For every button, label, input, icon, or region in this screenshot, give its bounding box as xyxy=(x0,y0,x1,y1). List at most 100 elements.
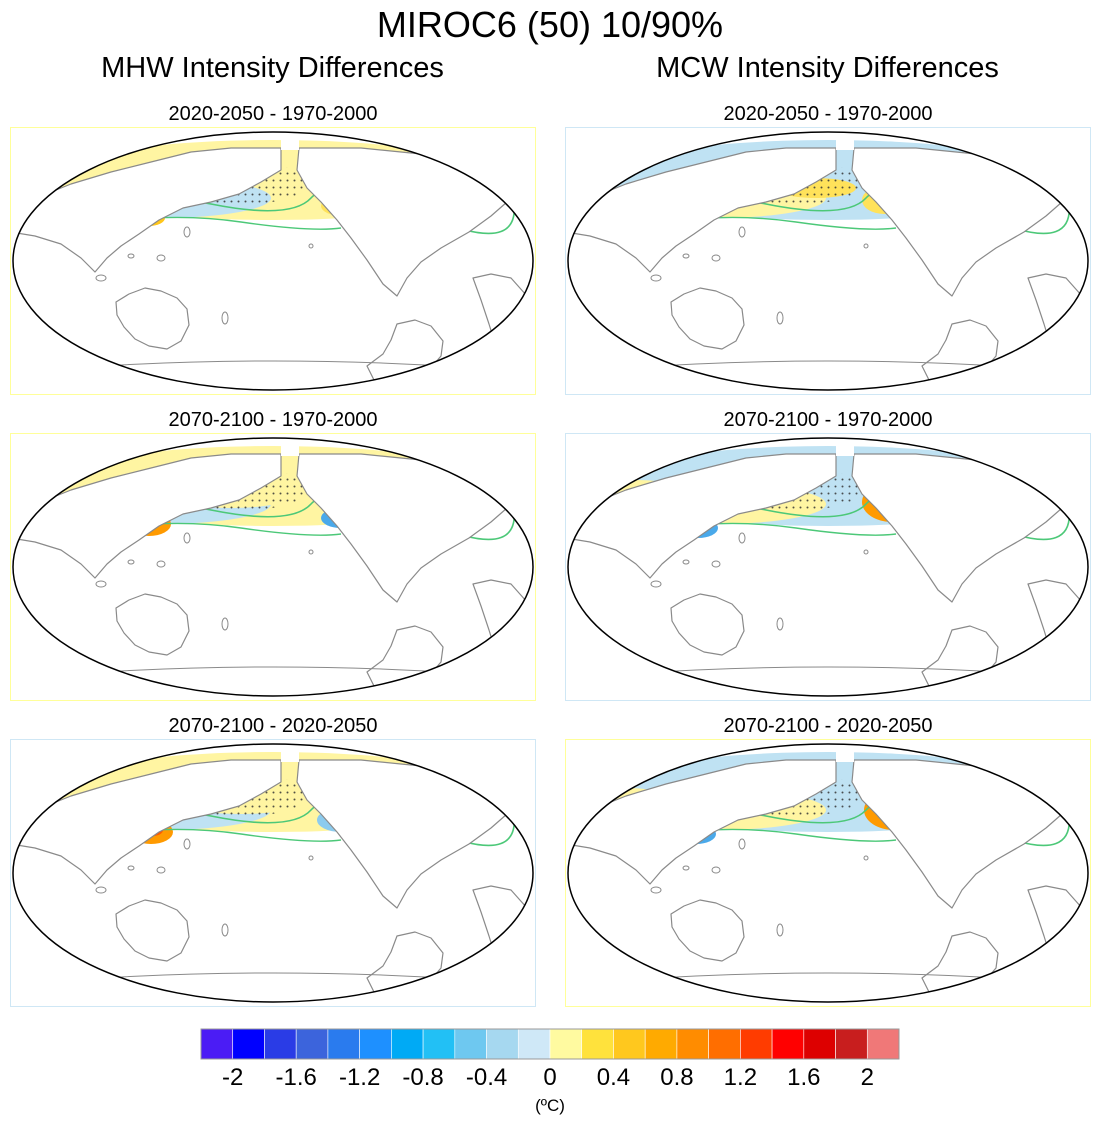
island xyxy=(156,866,166,874)
colorbar-tick-label: -1.2 xyxy=(338,1064,381,1091)
colorbar-tick-label: 2 xyxy=(860,1064,874,1091)
panel-title: 2070-2100 - 1970-2000 xyxy=(723,409,933,431)
island xyxy=(183,838,191,850)
antarctic-coast xyxy=(625,666,1031,675)
globe-outline xyxy=(12,131,534,391)
colorbar xyxy=(200,1028,900,1060)
colorbar-swatch xyxy=(708,1028,741,1060)
island xyxy=(221,311,229,325)
globe-outline xyxy=(567,743,1089,1003)
land-asia xyxy=(568,759,837,885)
colorbar-swatch xyxy=(549,1028,583,1060)
world-map xyxy=(12,437,534,697)
colorbar-swatch xyxy=(391,1028,424,1060)
figure-title: MIROC6 (50) 10/90% xyxy=(376,4,724,45)
colorbar-units: (ºC) xyxy=(535,1096,565,1115)
island xyxy=(863,549,869,555)
island xyxy=(308,549,314,555)
island xyxy=(776,617,784,631)
island xyxy=(650,886,662,894)
colorbar-swatch xyxy=(422,1028,456,1060)
island xyxy=(863,243,869,249)
colorbar-tick-label: 0.4 xyxy=(596,1064,631,1091)
globe-outline xyxy=(12,437,534,697)
map-panel-mcw-2070-2100-vs-1970: 2070-2100 - 1970-2000 xyxy=(565,409,1091,714)
island xyxy=(682,253,690,259)
panel-title: 2070-2100 - 2020-2050 xyxy=(168,715,378,737)
land-australia xyxy=(115,287,190,350)
antarctic-coast xyxy=(625,972,1031,981)
land-asia xyxy=(13,147,282,273)
antarctic-coast xyxy=(70,360,476,369)
map-panel-mcw-2020-2050: 2020-2050 - 1970-2000 xyxy=(565,103,1091,408)
antarctic-coast xyxy=(70,666,476,675)
colorbar-tick-label: -2 xyxy=(222,1064,244,1091)
island xyxy=(711,560,721,568)
colorbar-swatch xyxy=(295,1028,329,1060)
antarctic-coast xyxy=(70,972,476,981)
colorbar-tick-label: -1.6 xyxy=(275,1064,317,1091)
island xyxy=(183,226,191,238)
panel-title: 2070-2100 - 1970-2000 xyxy=(168,409,378,431)
panel-title: 2020-2050 - 1970-2000 xyxy=(723,103,933,125)
colorbar-swatch xyxy=(232,1028,265,1060)
colorbar-tick-label: 1.6 xyxy=(787,1064,821,1091)
island xyxy=(650,580,662,588)
map-panel-mcw-2070-2100-vs-2020: 2070-2100 - 2020-2050 xyxy=(565,715,1091,1020)
island xyxy=(221,923,229,937)
world-map xyxy=(567,743,1089,1003)
island xyxy=(776,311,784,325)
island xyxy=(95,886,107,894)
colorbar-tick-label: -0.4 xyxy=(465,1064,508,1091)
polar-gap xyxy=(281,438,299,456)
map-frame xyxy=(565,739,1091,1007)
island xyxy=(127,865,135,871)
colorbar-swatch xyxy=(740,1028,773,1060)
island xyxy=(738,838,746,850)
island xyxy=(738,226,746,238)
globe-outline xyxy=(567,131,1089,391)
island xyxy=(95,274,107,282)
world-map xyxy=(567,437,1089,697)
world-map xyxy=(567,131,1089,391)
colorbar-swatch xyxy=(486,1028,519,1060)
island xyxy=(156,560,166,568)
island xyxy=(308,855,314,861)
island xyxy=(156,254,166,262)
land-australia xyxy=(670,593,745,656)
map-frame xyxy=(10,739,536,1007)
polar-gap xyxy=(281,132,299,150)
colorbar-swatch xyxy=(676,1028,709,1060)
island xyxy=(738,532,746,544)
map-frame xyxy=(565,127,1091,395)
polar-gap xyxy=(281,744,299,762)
map-content xyxy=(13,438,533,696)
colorbar-swatch xyxy=(581,1028,614,1060)
island xyxy=(127,253,135,259)
island xyxy=(127,559,135,565)
colorbar-swatch xyxy=(517,1028,551,1060)
colorbar-swatch xyxy=(327,1028,360,1060)
colorbar-swatch xyxy=(835,1028,868,1060)
globe-outline xyxy=(567,437,1089,697)
map-panel-mhw-2020-2050: 2020-2050 - 1970-2000 xyxy=(10,103,536,408)
map-frame xyxy=(10,127,536,395)
map-panel-mhw-2070-2100-vs-1970: 2070-2100 - 1970-2000 xyxy=(10,409,536,714)
map-panel-mhw-2070-2100-vs-2020: 2070-2100 - 2020-2050 xyxy=(10,715,536,1020)
colorbar-outline xyxy=(200,1028,900,1060)
colorbar-swatch xyxy=(613,1028,646,1060)
land-asia xyxy=(568,147,837,273)
globe-outline xyxy=(12,743,534,1003)
colorbar-tick-label: 1.2 xyxy=(723,1064,758,1091)
polar-gap xyxy=(836,132,854,150)
land-australia xyxy=(115,899,190,962)
island xyxy=(682,559,690,565)
island xyxy=(95,580,107,588)
column-title-mcw: MCW Intensity Differences xyxy=(656,52,999,84)
colorbar-tick-label: -0.8 xyxy=(402,1064,444,1091)
map-frame xyxy=(565,433,1091,701)
land-australia xyxy=(670,899,745,962)
island xyxy=(711,866,721,874)
colorbar-tick-label: 0 xyxy=(543,1064,557,1091)
map-frame xyxy=(10,433,536,701)
